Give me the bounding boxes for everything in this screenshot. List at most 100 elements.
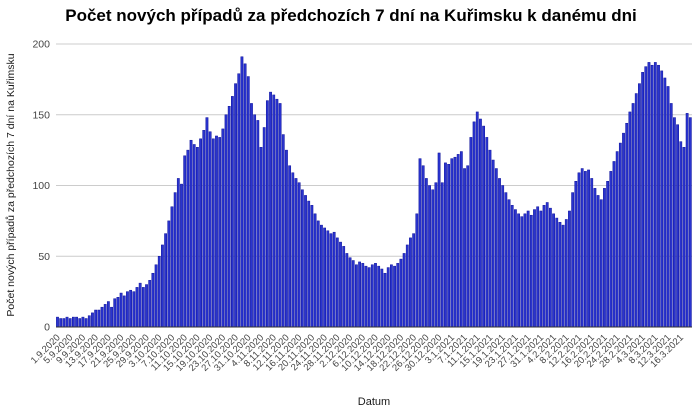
bar <box>313 213 317 328</box>
bar <box>533 209 536 328</box>
bar <box>132 291 136 328</box>
bar <box>380 268 384 328</box>
bar <box>504 192 508 328</box>
bar <box>202 130 206 328</box>
bar <box>421 165 425 328</box>
bar <box>170 206 174 328</box>
bar <box>507 199 511 328</box>
y-tick-label: 150 <box>32 109 50 121</box>
bar <box>520 216 524 328</box>
bar <box>265 100 269 328</box>
bar <box>396 263 400 328</box>
bar <box>415 213 419 328</box>
bar <box>679 141 683 328</box>
bar <box>399 258 403 328</box>
bar <box>345 253 349 328</box>
bar <box>103 304 107 328</box>
bar <box>145 284 148 328</box>
bar <box>135 287 139 328</box>
bar <box>97 309 101 328</box>
gridlines <box>56 43 692 257</box>
bar <box>278 103 282 328</box>
bar <box>288 165 292 328</box>
bar <box>459 151 463 328</box>
bar <box>536 206 540 328</box>
bar <box>603 188 606 328</box>
bar <box>580 168 584 328</box>
bar <box>275 98 279 328</box>
bar <box>469 137 473 328</box>
bar <box>192 144 196 328</box>
bar <box>243 63 247 328</box>
bar <box>269 91 272 328</box>
bar <box>431 189 435 328</box>
bar <box>84 318 88 328</box>
bars-series <box>56 56 692 328</box>
bar <box>348 257 352 328</box>
bar <box>498 178 501 328</box>
bar <box>488 149 492 328</box>
bar <box>218 137 222 328</box>
bar <box>320 224 323 328</box>
bar <box>383 272 387 328</box>
bar <box>116 297 120 328</box>
bar <box>501 185 505 328</box>
bar <box>676 124 679 328</box>
bar <box>75 316 78 328</box>
bar <box>682 147 686 328</box>
bar <box>596 195 600 328</box>
bar <box>450 158 454 328</box>
bar <box>361 263 365 328</box>
bar <box>663 77 667 328</box>
bar <box>409 237 412 328</box>
bar <box>335 237 339 328</box>
bar <box>183 155 187 328</box>
bar <box>173 192 177 328</box>
bar <box>262 127 266 328</box>
bar <box>447 164 451 328</box>
bar <box>638 83 641 328</box>
bar <box>666 86 670 328</box>
bar <box>475 111 479 328</box>
bar <box>463 168 466 328</box>
bar <box>215 135 218 328</box>
bar <box>539 210 543 328</box>
bar <box>545 202 549 328</box>
bar <box>688 117 692 328</box>
bar <box>208 131 212 328</box>
bar <box>189 139 193 328</box>
bar <box>606 181 610 328</box>
bar <box>259 147 263 328</box>
bar <box>300 189 304 328</box>
bar <box>593 188 597 328</box>
bar <box>377 265 381 328</box>
bar <box>246 76 250 328</box>
bar <box>94 309 98 328</box>
bar <box>119 292 123 328</box>
bar <box>590 178 594 328</box>
bar <box>571 192 575 328</box>
bar <box>555 217 559 328</box>
bar <box>364 265 368 328</box>
y-tick-label: 100 <box>32 180 50 192</box>
bar <box>81 316 85 328</box>
bar <box>529 214 533 328</box>
bar <box>148 280 152 328</box>
bar <box>240 56 244 328</box>
bar <box>472 121 476 328</box>
bar <box>367 267 371 328</box>
bar <box>625 122 629 328</box>
bar <box>628 111 632 328</box>
bar <box>514 209 517 328</box>
bar <box>256 120 260 328</box>
bar <box>342 246 346 328</box>
bar <box>176 178 180 328</box>
bar <box>151 272 155 328</box>
y-tick-label: 200 <box>32 39 50 51</box>
bar <box>126 291 129 328</box>
bar <box>316 220 320 328</box>
bar <box>164 233 168 328</box>
bar <box>62 318 66 328</box>
bar <box>453 156 457 328</box>
